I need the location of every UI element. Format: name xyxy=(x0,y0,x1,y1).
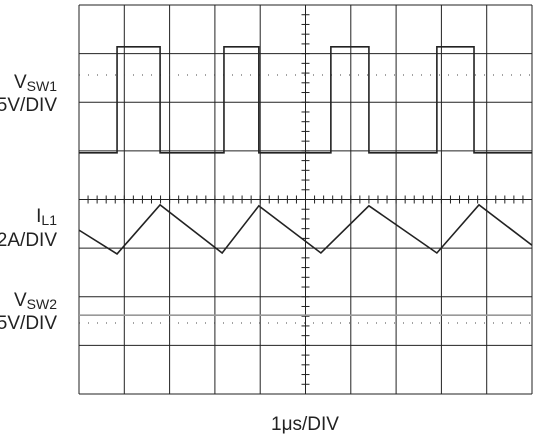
channel-scale: 2A/DIV xyxy=(0,230,57,251)
channel-symbol: V xyxy=(14,72,27,93)
channel-name: IL1 xyxy=(36,206,57,228)
channel-subscript: SW2 xyxy=(27,296,58,312)
channel-subscript: L1 xyxy=(41,212,57,228)
trace xyxy=(79,46,532,154)
trace xyxy=(78,203,533,255)
channel-subscript: SW1 xyxy=(27,78,58,94)
channel-name: VSW2 xyxy=(14,290,57,312)
channel-scale: 5V/DIV xyxy=(0,313,57,334)
channel-symbol: V xyxy=(14,290,27,311)
x-axis-label: 1μs/DIV xyxy=(271,414,339,435)
channel-scale: 5V/DIV xyxy=(0,95,57,116)
channel-name: VSW1 xyxy=(14,72,57,94)
channel-symbol: I xyxy=(36,206,41,227)
